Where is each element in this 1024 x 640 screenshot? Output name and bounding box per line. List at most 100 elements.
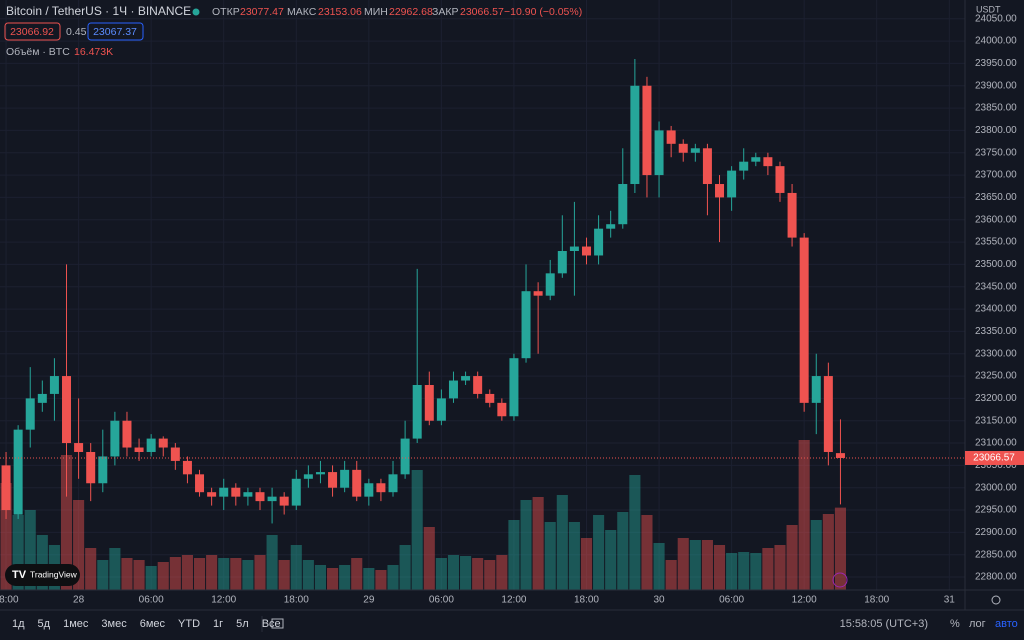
alert-icon[interactable]	[832, 572, 848, 588]
log-toggle[interactable]: лог	[969, 618, 986, 630]
volume-bar	[822, 514, 834, 590]
candle-body	[98, 456, 108, 484]
volume-bar	[206, 555, 218, 590]
clock: 15:58:05 (UTC+3)	[840, 618, 928, 630]
candle-body	[521, 291, 531, 359]
candle-body	[581, 246, 591, 256]
volume-bar	[399, 545, 411, 590]
candle-body	[352, 469, 362, 497]
candle-body	[255, 492, 265, 502]
volume-bar	[85, 548, 97, 590]
candle-body	[62, 376, 72, 444]
volume-bar	[762, 548, 774, 590]
y-tick-label: 22800.00	[975, 572, 1017, 583]
ask[interactable]: 23067.37	[93, 26, 137, 38]
candle-body	[594, 228, 604, 256]
x-tick-label: 18:00	[284, 595, 309, 606]
volume-bar	[254, 555, 266, 590]
candle-body	[618, 184, 628, 225]
candle-body	[787, 192, 797, 238]
volume-bar	[653, 543, 665, 590]
status-dot	[192, 8, 200, 16]
volume-bar	[689, 540, 701, 590]
x-tick-label: 12:00	[792, 595, 817, 606]
symbol: Bitcoin / TetherUS · 1Ч · BINANCE	[6, 4, 191, 18]
candle-body	[303, 474, 313, 479]
candle-body	[388, 474, 398, 493]
range-button[interactable]: 3мес	[101, 618, 127, 630]
candle-body	[533, 291, 543, 296]
bid[interactable]: 23066.92	[10, 26, 54, 38]
value: 23077.47	[240, 6, 284, 18]
volume-bar	[508, 520, 520, 590]
volume-bar	[496, 555, 508, 590]
candle-body	[436, 398, 446, 421]
candle-body	[86, 451, 96, 484]
range-button[interactable]: 5д	[38, 618, 51, 630]
percent-toggle[interactable]: %	[950, 618, 960, 630]
candle-body	[110, 420, 120, 457]
bid-box[interactable]	[4, 22, 61, 41]
candle-body	[134, 447, 144, 452]
candle-body	[485, 393, 495, 403]
candle-body	[823, 376, 833, 452]
volume-bar	[266, 535, 278, 590]
volume-bar	[726, 553, 738, 590]
volume-bar	[629, 475, 641, 590]
range-button[interactable]: 1д	[12, 618, 25, 630]
volume-bar	[484, 560, 496, 590]
range-button[interactable]: Все	[262, 618, 281, 630]
value: 22962.68	[389, 6, 433, 18]
range-button[interactable]: 1мес	[63, 618, 89, 630]
range-button[interactable]: 1г	[213, 618, 223, 630]
volume-bar	[242, 560, 254, 590]
x-tick-label: 30	[653, 595, 665, 606]
range-button[interactable]: 6мес	[140, 618, 166, 630]
volume-bar	[532, 497, 544, 590]
volume-bar	[568, 522, 580, 590]
candle-body	[775, 166, 785, 193]
candle-body	[243, 492, 253, 497]
y-tick-label: 23700.00	[975, 170, 1017, 181]
volume-label: Объём · BTC	[6, 46, 70, 58]
candle-body	[291, 478, 301, 506]
volume-bar	[181, 555, 193, 590]
settings-icon[interactable]	[991, 595, 1001, 605]
volume-bar	[133, 560, 145, 590]
volume-bar	[786, 525, 798, 590]
volume-pane	[0, 440, 846, 590]
range-button[interactable]: YTD	[178, 618, 200, 630]
candle-body	[364, 483, 374, 497]
volume-bar	[834, 507, 846, 590]
range-button[interactable]: 5л	[236, 618, 249, 630]
volume-bar	[0, 483, 12, 590]
price-axis-labels: 22800.00 22850.00 22900.00 22950.00 23000.00…	[975, 13, 1017, 582]
volume-bar	[97, 560, 109, 590]
logo[interactable]	[5, 564, 80, 586]
volume-bar	[701, 540, 713, 590]
candle-body	[569, 246, 579, 252]
volume-bar	[121, 558, 133, 590]
currency[interactable]: USDT	[976, 4, 1001, 14]
y-tick-label: 23450.00	[975, 281, 1017, 292]
date-range-icon[interactable]	[271, 618, 284, 629]
volume-bar	[109, 548, 121, 590]
auto-toggle[interactable]: авто	[995, 618, 1018, 630]
y-tick-label: 24050.00	[975, 13, 1017, 24]
ask-box[interactable]	[87, 22, 144, 41]
volume-bar	[605, 530, 617, 590]
logo-text: TradingView	[30, 569, 78, 579]
x-tick-label: 29	[363, 595, 375, 606]
volume-bar	[447, 555, 460, 590]
volume-bar	[677, 538, 689, 590]
volume-bar	[411, 470, 423, 590]
y-tick-label: 23250.00	[975, 371, 1017, 382]
y-tick-label: 22850.00	[975, 549, 1017, 560]
value: 23153.06	[318, 6, 362, 18]
volume-bar	[290, 545, 302, 590]
y-tick-label: 23150.00	[975, 415, 1017, 426]
candle-body	[49, 376, 59, 394]
candle-body	[606, 224, 616, 229]
